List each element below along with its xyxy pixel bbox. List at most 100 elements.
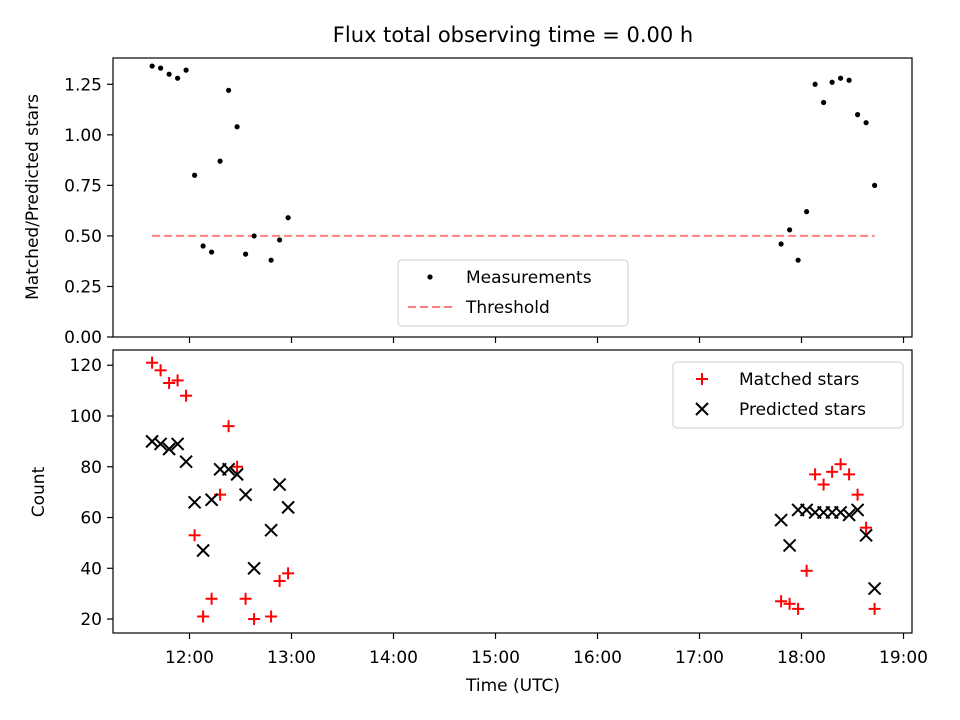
- matched-star-point: [860, 521, 873, 534]
- measurement-point: [838, 75, 844, 81]
- matched-star-point: [171, 374, 184, 387]
- matched-star-point: [834, 458, 847, 471]
- measurement-point: [855, 112, 861, 118]
- measurement-point: [175, 75, 181, 81]
- matched-star-point: [868, 602, 881, 615]
- measurement-point: [846, 77, 852, 83]
- x-tick-label: 13:00: [267, 648, 316, 668]
- x-tick-label: 19:00: [879, 648, 928, 668]
- measurement-point: [158, 65, 164, 71]
- x-axis-label: Time (UTC): [465, 676, 560, 696]
- predicted-star-point: [272, 477, 287, 492]
- predicted-star-point: [221, 462, 236, 476]
- predicted-star-point: [281, 500, 295, 515]
- matched-star-point: [851, 488, 864, 501]
- top-y-tick-label: 0.75: [64, 176, 102, 196]
- measurement-point: [149, 63, 155, 69]
- measurement-point: [268, 257, 274, 263]
- bottom-y-axis-label: Count: [29, 466, 49, 517]
- top-axes-frame: [112, 57, 913, 338]
- measurement-point: [183, 67, 189, 73]
- measurement-point: [829, 79, 835, 85]
- matched-star-point: [188, 529, 201, 542]
- matched-star-point: [265, 610, 278, 623]
- matched-star-point: [163, 376, 176, 389]
- bottom-y-tick-label: 120: [70, 356, 102, 376]
- matched-star-point: [809, 468, 822, 481]
- measurement-point: [234, 124, 240, 130]
- matched-star-point: [180, 389, 193, 402]
- top-legend-box: [397, 259, 629, 327]
- bottom-legend-box: [672, 361, 904, 429]
- matched-star-point: [843, 468, 856, 481]
- measurement-point: [821, 99, 827, 106]
- matched-star-point: [282, 567, 295, 580]
- top-y-axis-label: Matched/Predicted stars: [23, 94, 43, 300]
- legend-measurements-marker: [427, 274, 433, 280]
- x-tick-label: 12:00: [165, 648, 214, 668]
- bottom-legend: Matched stars Predicted stars: [672, 361, 904, 429]
- predicted-star-point: [867, 581, 882, 596]
- top-y-tick-label: 1.00: [64, 126, 102, 146]
- predicted-star-point: [238, 487, 253, 502]
- bottom-panel: 20 40 60 80 100 120 12:00 13:00 14:00 15:00 16:00 1…: [70, 349, 928, 668]
- measurement-point: [166, 71, 172, 77]
- legend-threshold-label: Threshold: [465, 298, 550, 318]
- predicted-star-point: [264, 523, 278, 537]
- x-tick-label: 16:00: [573, 648, 622, 668]
- top-y-tick-label: 1.25: [64, 75, 102, 95]
- legend-predicted-marker: [695, 402, 709, 416]
- bottom-axes-frame: [112, 349, 913, 634]
- top-legend: Measurements Threshold: [397, 259, 629, 327]
- top-chart-title: Flux total observing time = 0.00 h: [333, 23, 693, 47]
- predicted-star-point: [799, 503, 814, 517]
- measurement-point: [243, 251, 249, 257]
- measurement-point: [863, 120, 869, 126]
- measurement-point: [778, 241, 784, 247]
- matched-star-point: [222, 420, 235, 433]
- legend-predicted-label: Predicted stars: [739, 400, 866, 420]
- legend-matched-marker: [696, 373, 708, 385]
- measurement-point: [192, 172, 198, 178]
- measurement-point: [251, 233, 257, 239]
- matched-star-point: [154, 364, 167, 377]
- matched-star-point: [826, 465, 839, 478]
- predicted-star-point: [204, 493, 219, 507]
- top-y-tick-label: 0.50: [64, 227, 102, 247]
- predicted-star-point: [859, 528, 873, 542]
- measurement-point: [787, 227, 793, 233]
- measurement-point: [804, 209, 810, 215]
- matched-star-point: [197, 610, 210, 623]
- measurement-point: [217, 158, 223, 164]
- predicted-star-point: [782, 538, 797, 553]
- x-tick-label: 17:00: [675, 648, 724, 668]
- measurement-point: [812, 81, 818, 87]
- bottom-y-tick-label: 100: [70, 407, 102, 427]
- bottom-y-tick-label: 40: [80, 559, 102, 579]
- top-y-tick-label: 0.25: [64, 277, 102, 297]
- top-panel: 0.00 0.25 0.50 0.75 1.00 1.25: [64, 57, 913, 348]
- legend-measurements-label: Measurements: [466, 268, 592, 288]
- matched-star-point: [231, 460, 244, 473]
- matched-star-point: [146, 356, 159, 369]
- predicted-star-point: [145, 434, 159, 449]
- x-tick-label: 15:00: [471, 648, 520, 668]
- matched-star-point: [817, 478, 830, 491]
- measurement-point: [209, 249, 215, 255]
- predicted-star-point: [247, 561, 261, 575]
- predicted-star-point: [774, 513, 788, 527]
- predicted-star-point: [196, 543, 210, 558]
- matched-star-point: [800, 564, 813, 577]
- bottom-y-tick-label: 20: [80, 610, 102, 630]
- measurement-point: [872, 182, 878, 188]
- bottom-y-tick-label: 80: [80, 458, 102, 478]
- bottom-y-tick-label: 60: [80, 509, 102, 529]
- measurement-point: [200, 243, 206, 249]
- predicted-star-point: [230, 467, 244, 482]
- predicted-star-point: [170, 437, 185, 451]
- measurement-point: [277, 237, 283, 243]
- matched-star-point: [239, 592, 252, 605]
- x-tick-label: 18:00: [777, 648, 826, 668]
- predicted-star-point: [187, 495, 202, 509]
